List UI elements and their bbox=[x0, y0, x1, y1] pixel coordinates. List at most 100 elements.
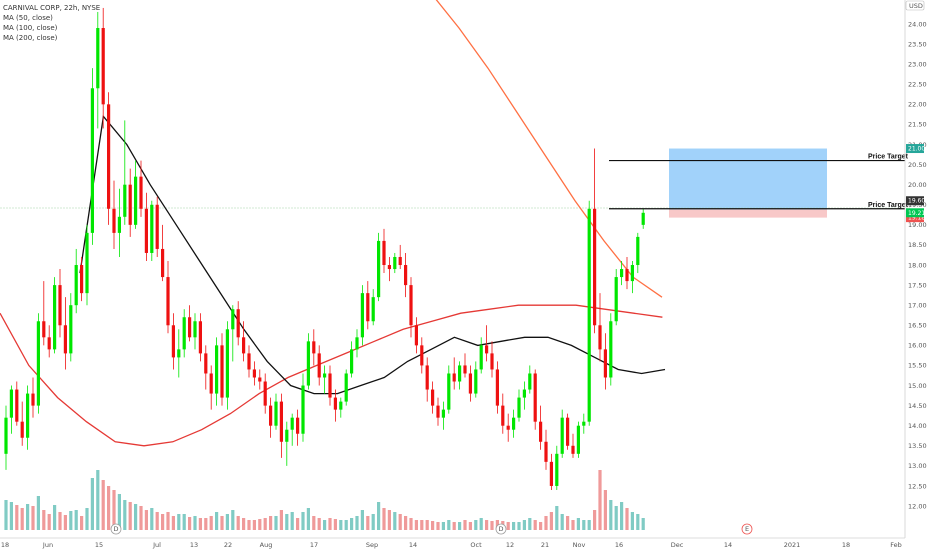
chart-legend: CARNIVAL CORP, 22h, NYSE MA (50, close) … bbox=[3, 3, 100, 43]
volume-bar bbox=[220, 516, 224, 530]
volume-bar bbox=[490, 521, 494, 530]
candle-body bbox=[344, 373, 348, 402]
volume-bar bbox=[177, 514, 181, 530]
volume-bar bbox=[528, 518, 532, 530]
volume-bar bbox=[544, 516, 548, 530]
volume-bar bbox=[96, 470, 100, 530]
ma200-legend[interactable]: MA (200, close) bbox=[3, 34, 58, 42]
ma50-legend[interactable]: MA (50, close) bbox=[3, 14, 53, 22]
volume-bar bbox=[447, 520, 451, 530]
volume-bar bbox=[9, 502, 13, 530]
volume-bar bbox=[431, 521, 435, 530]
candle-body bbox=[242, 337, 246, 354]
candle-body bbox=[436, 405, 440, 418]
time-tick-label: Jun bbox=[42, 541, 53, 549]
volume-bar bbox=[387, 510, 391, 530]
candle-body bbox=[468, 373, 472, 394]
volume-bar bbox=[69, 511, 73, 530]
price-tick-label: 22.50 bbox=[908, 81, 927, 89]
volume-bar bbox=[593, 510, 597, 530]
time-tick-label: 18 bbox=[842, 541, 850, 549]
volume-bar bbox=[355, 516, 359, 530]
candle-body bbox=[4, 417, 8, 454]
candle-body bbox=[209, 373, 213, 394]
candle-body bbox=[495, 369, 499, 406]
time-tick-label: Feb bbox=[890, 541, 902, 549]
candle-body bbox=[371, 297, 375, 322]
time-tick-label: 22 bbox=[224, 541, 232, 549]
volume-bar bbox=[598, 470, 602, 530]
volume-bar bbox=[333, 519, 337, 530]
candle-body bbox=[306, 341, 310, 386]
volume-bar bbox=[398, 514, 402, 530]
candle-body bbox=[350, 349, 354, 374]
candle-body bbox=[182, 317, 186, 350]
price-tick-label: 15.00 bbox=[908, 382, 927, 390]
candle-body bbox=[333, 397, 337, 410]
price-tick-label: 12.50 bbox=[908, 482, 927, 490]
time-tick-label: Oct bbox=[470, 541, 482, 549]
volume-bar bbox=[344, 520, 348, 530]
volume-bar bbox=[258, 519, 262, 530]
volume-bar bbox=[274, 516, 278, 530]
candle-body bbox=[20, 421, 24, 438]
volume-bar bbox=[312, 516, 316, 530]
time-tick-label: 13 bbox=[190, 541, 198, 549]
candle-body bbox=[166, 277, 170, 326]
event-marker-label: E bbox=[745, 525, 749, 533]
event-marker-icon bbox=[110, 523, 122, 535]
price-tag-label: 19.60 bbox=[908, 198, 925, 205]
price-tick-label: 13.50 bbox=[908, 442, 927, 450]
time-tick-label: Sep bbox=[366, 541, 378, 549]
volume-bar bbox=[625, 508, 629, 530]
volume-bar bbox=[576, 518, 580, 530]
candle-body bbox=[549, 461, 553, 486]
volume-bar bbox=[582, 520, 586, 530]
volume-bar bbox=[117, 494, 121, 530]
ma100-legend[interactable]: MA (100, close) bbox=[3, 24, 58, 32]
volume-bar bbox=[198, 518, 202, 530]
volume-bar bbox=[539, 522, 543, 530]
volume-bar bbox=[47, 514, 51, 530]
price-target-label: Price Target bbox=[868, 202, 909, 209]
candle-body bbox=[517, 397, 521, 418]
candle-body bbox=[69, 305, 73, 354]
candle-body bbox=[323, 373, 327, 378]
ma50-line bbox=[0, 304, 663, 447]
volume-bar bbox=[614, 506, 618, 530]
volume-bar bbox=[414, 520, 418, 530]
price-tick-label: 16.00 bbox=[908, 342, 927, 350]
volume-bar bbox=[290, 512, 294, 530]
price-tick-label: 22.00 bbox=[908, 101, 927, 109]
volume-bar bbox=[517, 522, 521, 530]
price-tick-label: 17.50 bbox=[908, 281, 927, 289]
volume-bar bbox=[63, 515, 67, 530]
candle-body bbox=[528, 373, 532, 390]
candle-body bbox=[609, 321, 613, 378]
candle-body bbox=[501, 405, 505, 426]
candle-body bbox=[198, 321, 202, 354]
volume-bar bbox=[171, 516, 175, 530]
symbol-title[interactable]: CARNIVAL CORP, 22h, NYSE bbox=[3, 4, 101, 12]
candle-body bbox=[36, 321, 40, 406]
volume-bar bbox=[366, 516, 370, 530]
candle-body bbox=[458, 365, 462, 382]
event-marker-label: D bbox=[498, 525, 503, 533]
time-tick-label: Nov bbox=[573, 541, 586, 549]
candle-body bbox=[123, 184, 127, 217]
volume-bar bbox=[609, 500, 613, 530]
time-tick-label: Aug bbox=[260, 541, 273, 549]
time-tick-label: 12 bbox=[506, 541, 514, 549]
candle-body bbox=[409, 285, 413, 326]
price-tag bbox=[906, 144, 924, 154]
price-target-label: Price Target bbox=[868, 154, 909, 161]
candle-body bbox=[582, 421, 586, 426]
price-tick-label: 20.50 bbox=[908, 161, 927, 169]
candle-body bbox=[47, 337, 51, 350]
volume-bar bbox=[468, 522, 472, 530]
candle-body bbox=[614, 277, 618, 322]
candle-body bbox=[463, 365, 467, 374]
candle-body bbox=[447, 373, 451, 410]
